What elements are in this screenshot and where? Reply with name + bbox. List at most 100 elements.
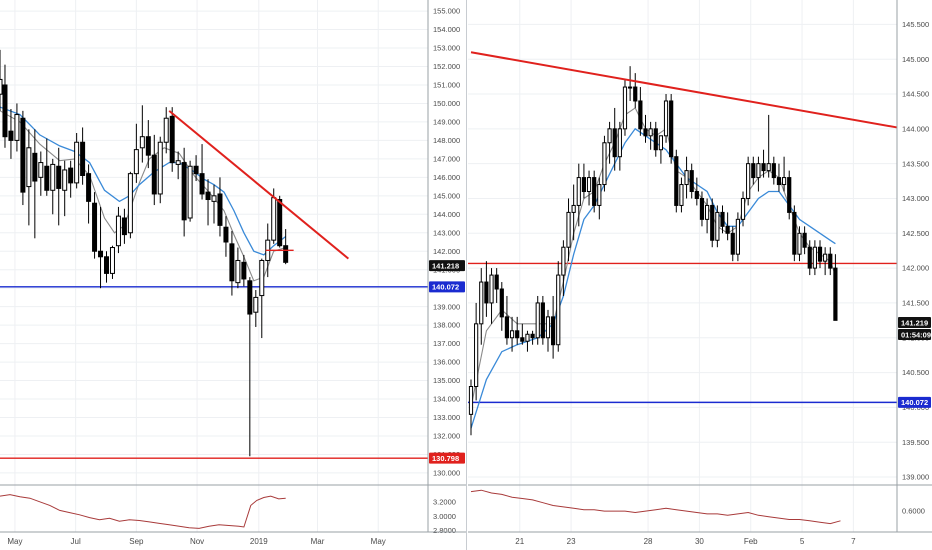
candle <box>566 198 571 262</box>
candle-body-down <box>151 154 157 195</box>
candle-body-down <box>530 333 535 339</box>
candle-body-down <box>181 162 187 221</box>
candle-body-up <box>50 163 56 191</box>
candle-body-down <box>515 330 520 339</box>
price-badge-label: 141.218 <box>432 261 459 270</box>
candle <box>8 108 14 159</box>
price-tick-label: 132.000 <box>433 432 460 441</box>
candle-body-up <box>535 302 540 339</box>
intraday-price-axis[interactable]: 139.000139.500140.000140.500141.000141.5… <box>902 20 929 482</box>
price-badge <box>429 281 465 293</box>
candle-body-up <box>679 184 684 206</box>
candle <box>761 149 766 178</box>
candle <box>127 171 133 239</box>
candle-body-up <box>648 128 653 137</box>
candle-body-up <box>468 386 474 415</box>
candle <box>68 160 74 198</box>
candle-body-up <box>628 86 633 89</box>
candle-body-up <box>38 162 44 178</box>
candle-body-up <box>253 296 259 313</box>
candle <box>612 107 617 171</box>
candle <box>725 212 730 241</box>
candle <box>181 147 187 237</box>
candle <box>468 379 474 436</box>
candle-body-down <box>283 245 289 263</box>
candle <box>98 206 104 289</box>
daily-chart: 130.000131.000132.000133.000134.000135.0… <box>0 0 466 546</box>
time-tick-label: Nov <box>190 537 204 546</box>
candle <box>828 247 833 276</box>
candle-body-up <box>622 86 628 130</box>
candle <box>746 156 751 206</box>
price-tick-label: 145.000 <box>433 191 460 200</box>
price-tick-label: 136.000 <box>433 358 460 367</box>
daily-price-badges: 141.218 140.072 130.798 <box>429 260 465 464</box>
candle-body-down <box>787 177 792 213</box>
candle-body-up <box>157 141 163 195</box>
candle <box>684 156 689 199</box>
candle-body-up <box>479 281 484 325</box>
price-badge <box>429 452 465 464</box>
candle-body-down <box>223 226 229 243</box>
intraday-trendlines <box>470 51 898 129</box>
candle <box>44 138 50 196</box>
candle <box>787 170 792 220</box>
candle-body-up <box>0 78 3 95</box>
candle <box>812 240 817 276</box>
candle <box>205 179 211 226</box>
candle <box>776 163 782 192</box>
oscillator-tick-label: 3.2000 <box>433 497 456 506</box>
candle <box>622 80 628 136</box>
candle-body-down <box>669 100 674 158</box>
candle-body-down <box>612 128 617 158</box>
candle-body-down <box>551 316 556 346</box>
candle <box>802 226 807 255</box>
daily-time-axis[interactable]: May Jul Sep Nov 2019 Mar May <box>7 537 385 546</box>
daily-price-axis[interactable]: 130.000131.000132.000133.000134.000135.0… <box>433 7 460 478</box>
price-tick-label: 134.000 <box>433 395 460 404</box>
candle-body-down <box>499 288 504 318</box>
candle <box>597 177 602 220</box>
time-tick-label: 23 <box>567 537 576 546</box>
candle <box>766 114 771 178</box>
candle-body-down <box>674 156 679 206</box>
candle <box>20 110 26 206</box>
candle <box>151 134 157 206</box>
candle <box>14 103 20 152</box>
price-badge-label: 01:54:09 <box>901 330 931 339</box>
price-tick-label: 133.000 <box>433 413 460 422</box>
candle-body-down <box>20 117 26 193</box>
candle <box>730 226 735 262</box>
oscillator-tick-label: 3.0000 <box>433 512 456 521</box>
candle <box>551 295 556 359</box>
price-tick-label: 148.000 <box>433 136 460 145</box>
candle-body-up <box>235 259 241 284</box>
price-tick-label: 142.500 <box>902 229 929 238</box>
candle <box>771 156 776 185</box>
time-tick-label: 5 <box>800 537 805 546</box>
candle <box>756 156 761 192</box>
candle <box>807 240 812 276</box>
candle-body-down <box>80 141 86 176</box>
candle <box>0 49 3 111</box>
candle-body-down <box>792 211 797 255</box>
candle <box>740 191 746 227</box>
candle <box>525 330 530 352</box>
candle <box>277 195 283 248</box>
candle-body-up <box>658 135 664 151</box>
candle <box>145 120 151 169</box>
candle-body-down <box>776 177 782 186</box>
candle <box>540 295 545 345</box>
candle <box>710 198 715 248</box>
candle-body-up <box>684 170 689 186</box>
candle-body-down <box>581 177 587 193</box>
candle <box>139 105 145 163</box>
candle <box>833 254 838 321</box>
trendline <box>470 51 898 129</box>
candle <box>217 177 223 237</box>
candle <box>751 156 756 185</box>
price-badge-label: 140.072 <box>901 398 928 407</box>
intraday-time-axis[interactable]: 21 23 28 30 Feb 5 7 <box>515 537 856 546</box>
candle <box>499 282 504 331</box>
candle-body-up <box>556 274 561 346</box>
